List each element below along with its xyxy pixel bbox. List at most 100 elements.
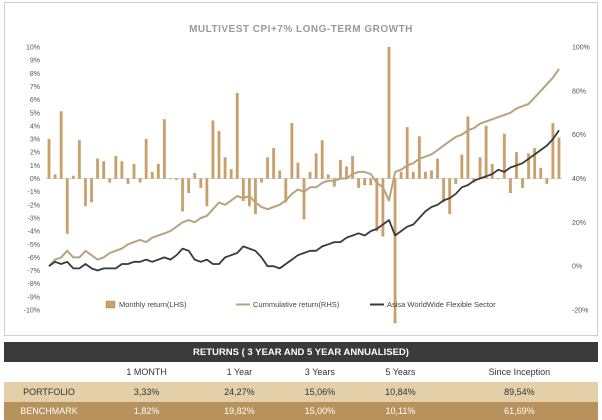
monthly-return-bar (417, 136, 421, 179)
monthly-return-bar (502, 133, 506, 179)
right-axis-tick-label: 100% (572, 45, 590, 52)
monthly-return-bar (442, 178, 446, 203)
monthly-return-bar (120, 161, 124, 179)
portfolio-1-year: 24,27% (199, 382, 280, 402)
monthly-return-bar (326, 174, 330, 179)
monthly-return-bar (290, 123, 294, 179)
chart-title: MULTIVEST CPI+7% LONG-TERM GROWTH (189, 24, 413, 35)
monthly-return-bar (557, 137, 561, 179)
monthly-return-bar (90, 178, 94, 203)
left-axis-tick-label: -4% (28, 229, 40, 236)
left-axis-tick-label: -2% (28, 202, 40, 209)
left-axis-tick-label: 0% (30, 176, 40, 183)
monthly-return-bar (150, 171, 154, 179)
monthly-return-bar (411, 171, 415, 179)
monthly-return-bar (162, 119, 166, 179)
left-axis-tick-label: 3% (30, 137, 40, 144)
benchmark-1-year: 19,82% (199, 402, 280, 420)
returns-table-title-row: RETURNS ( 3 YEAR AND 5 YEAR ANNUALISED) (4, 342, 598, 362)
monthly-return-bar (114, 155, 118, 179)
benchmark-since-inception: 61,69% (440, 402, 598, 420)
monthly-return-bar (59, 111, 63, 179)
left-axis-tick-label: 1% (30, 163, 40, 170)
monthly-return-bar (199, 178, 203, 188)
cumulative-return-line (48, 68, 560, 267)
monthly-return-bar (460, 154, 464, 179)
monthly-return-bar (454, 178, 458, 184)
monthly-return-bar (399, 171, 403, 179)
portfolio-1-month: 3,33% (94, 382, 200, 402)
left-axis-tick-label: -9% (28, 294, 40, 301)
monthly-return-bar (138, 178, 142, 183)
monthly-return-bar (539, 167, 543, 179)
monthly-return-bar (430, 170, 433, 179)
left-axis-tick-label: -1% (28, 189, 40, 196)
monthly-return-bar (545, 178, 549, 184)
monthly-return-bar (381, 178, 385, 237)
benchmark-3-years: 15,00% (279, 402, 361, 420)
monthly-return-bar (393, 178, 397, 324)
left-axis-tick-label: 8% (30, 71, 40, 78)
portfolio-row: PORTFOLIO 3,33% 24,27% 15,06% 10,84% 89,… (4, 382, 598, 402)
monthly-return-bar (193, 173, 197, 179)
monthly-return-bar (533, 148, 537, 179)
monthly-return-bar (223, 157, 227, 179)
monthly-return-bar (375, 178, 379, 232)
right-axis-tick-label: 80% (572, 88, 586, 95)
monthly-return-bar (235, 92, 239, 179)
left-axis-tick-label: -10% (24, 308, 40, 315)
left-axis-tick-label: -5% (28, 242, 40, 249)
monthly-return-bar (448, 178, 452, 215)
monthly-return-bar (253, 178, 257, 215)
monthly-return-bar (71, 175, 75, 179)
monthly-return-bar (466, 116, 470, 179)
monthly-return-bar (217, 130, 221, 179)
left-axis-tick-label: -6% (28, 255, 40, 262)
monthly-return-bar (47, 138, 51, 179)
monthly-return-bar (387, 46, 391, 179)
monthly-return-bar (266, 157, 270, 179)
left-axis-tick-label: 10% (26, 45, 40, 52)
monthly-return-bar (302, 178, 306, 220)
monthly-return-bar (314, 153, 318, 179)
left-axis-tick-label: -3% (28, 215, 40, 222)
header-empty-cell (4, 362, 94, 382)
monthly-return-bar (363, 178, 367, 186)
monthly-return-bar (423, 171, 427, 179)
monthly-return-bar (187, 178, 191, 194)
portfolio-label: PORTFOLIO (4, 382, 94, 402)
benchmark-label: BENCHMARK (4, 402, 94, 420)
right-axis-tick-label: 20% (572, 220, 586, 227)
legend-monthly-return-swatch (105, 300, 116, 309)
portfolio-since-inception: 89,54% (440, 382, 598, 402)
left-axis-tick-label: 7% (30, 84, 40, 91)
monthly-return-bar (308, 171, 312, 179)
sector-line (48, 129, 560, 272)
benchmark-1-month: 1,82% (94, 402, 200, 420)
legend-sector-label: Asisa WorldWide Flexible Sector (387, 300, 496, 309)
portfolio-5-years: 10,84% (360, 382, 441, 402)
monthly-return-bar (205, 178, 209, 207)
benchmark-5-years: 10,11% (360, 402, 441, 420)
monthly-return-bar (351, 155, 355, 179)
monthly-return-bar (338, 159, 342, 179)
monthly-return-bar (77, 140, 81, 179)
left-axis-tick-label: -7% (28, 268, 40, 275)
monthly-return-bar (144, 138, 148, 179)
header-since-inception: Since Inception (440, 362, 598, 382)
right-axis-tick-label: 0% (572, 264, 582, 271)
monthly-return-bar (229, 169, 233, 179)
monthly-return-bar (284, 178, 288, 203)
left-axis-tick-label: 5% (30, 110, 40, 117)
monthly-return-bar (211, 120, 215, 179)
legend-cumulative-return-label: Cummulative return(RHS) (253, 300, 340, 309)
header-1-month: 1 MONTH (94, 362, 200, 382)
monthly-return-bar (405, 127, 409, 179)
monthly-return-bar (83, 178, 87, 207)
right-axis-tick-label: 60% (572, 132, 586, 139)
right-axis-tick-label: 40% (572, 176, 586, 183)
returns-table-title: RETURNS ( 3 YEAR AND 5 YEAR ANNUALISED) (4, 342, 598, 362)
left-axis-tick-label: 4% (30, 123, 40, 130)
left-axis-tick-label: -8% (28, 281, 40, 288)
monthly-return-bar (272, 148, 276, 179)
